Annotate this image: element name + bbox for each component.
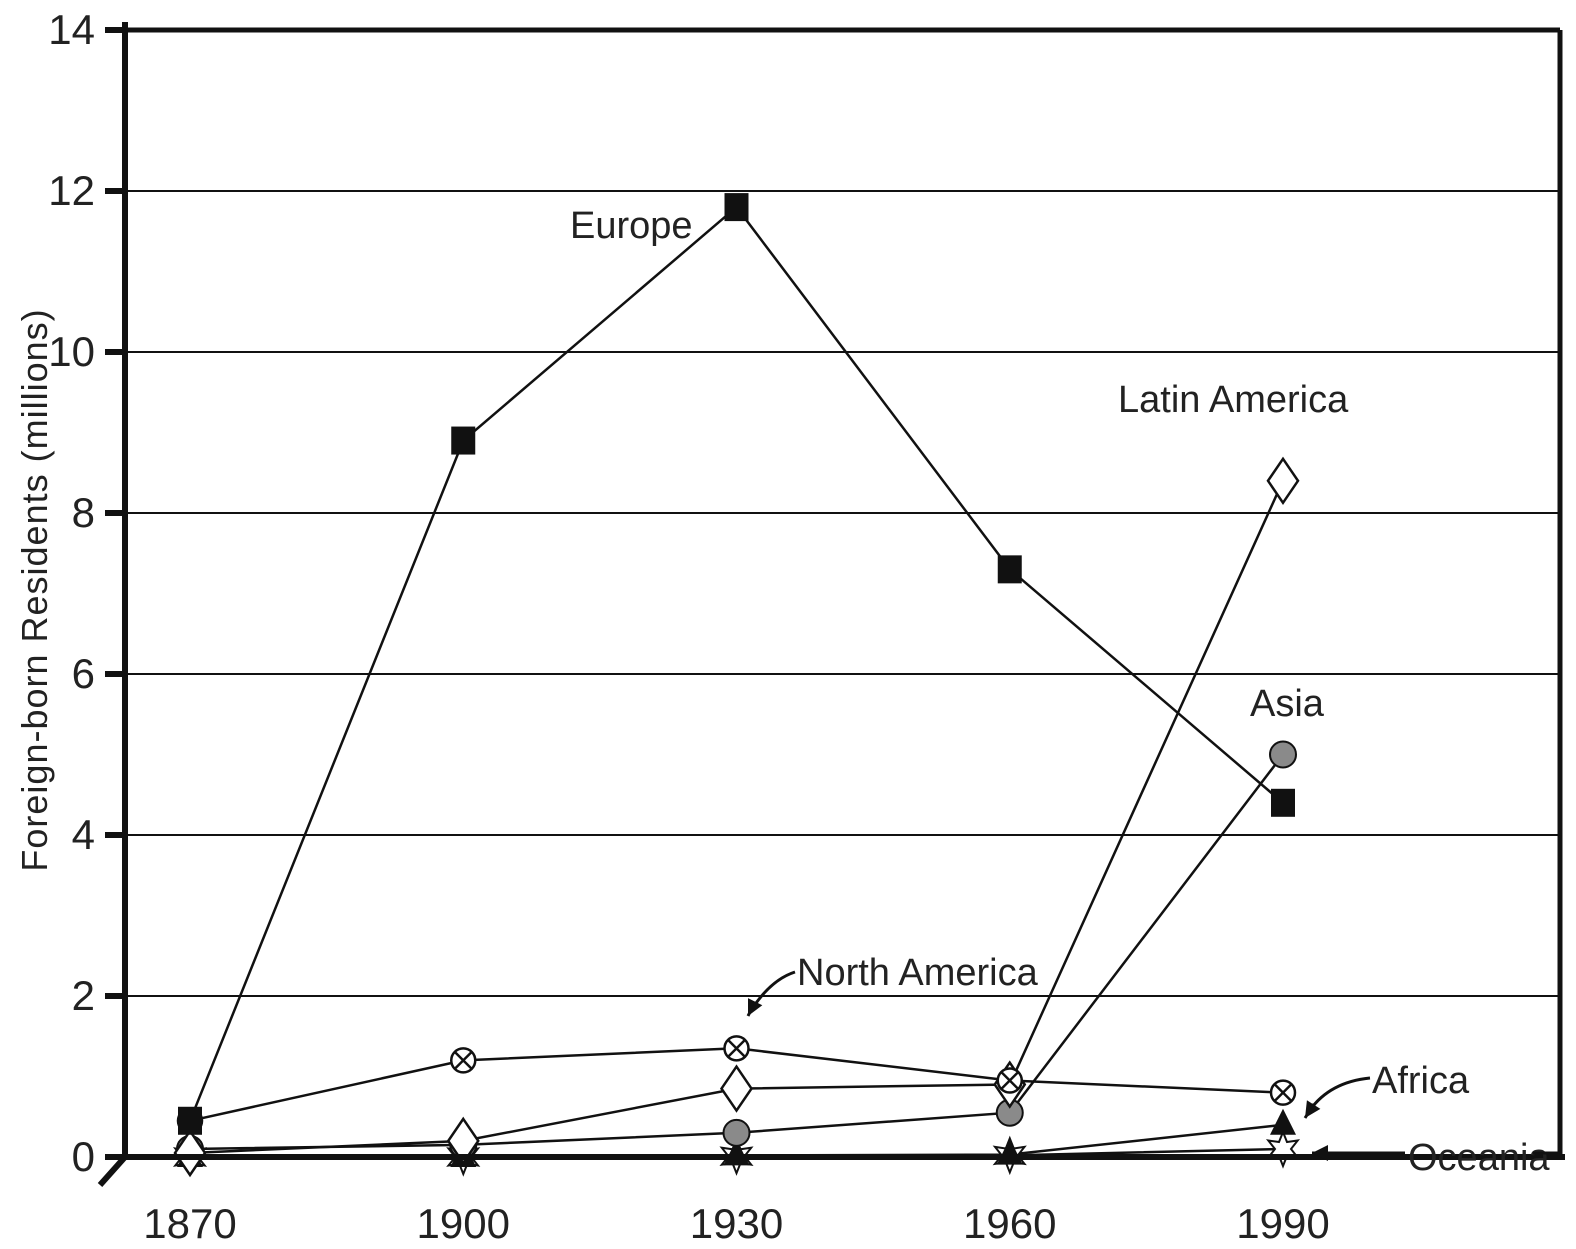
x-tick-label: 1870 <box>143 1200 236 1247</box>
point-asia-1990 <box>1269 740 1297 769</box>
point-latin-america-1930 <box>719 1064 754 1113</box>
y-tick-label: 2 <box>72 972 95 1019</box>
point-latin-america-1900 <box>446 1116 480 1166</box>
series-lines <box>188 205 1285 1159</box>
point-africa-1990 <box>1270 1108 1296 1135</box>
x-stroke <box>727 1039 746 1058</box>
y-tick-label: 12 <box>48 167 95 214</box>
series-label-europe: Europe <box>570 205 693 247</box>
star-marker <box>1265 1129 1301 1169</box>
arrow-north-america <box>746 998 763 1017</box>
series-label-asia: Asia <box>1250 683 1325 725</box>
series-labels: Europe North America Latin America Asia Afri… <box>570 205 1560 1179</box>
square-marker <box>178 1106 202 1135</box>
arrow-head <box>1312 1145 1328 1161</box>
y-tick-label: 0 <box>72 1133 95 1180</box>
point-oceania-1990 <box>1265 1129 1301 1169</box>
point-europe-1990 <box>1271 788 1295 817</box>
point-north-america-1900 <box>450 1047 477 1074</box>
callout-africa <box>1308 1076 1371 1111</box>
series-label-africa: Africa <box>1372 1060 1470 1102</box>
triangle-marker <box>1270 1108 1296 1135</box>
diamond-marker <box>1266 456 1300 506</box>
gray-circle-marker <box>722 1118 751 1147</box>
x-stroke <box>1274 1083 1292 1102</box>
arrow-head <box>1305 1100 1321 1118</box>
point-europe-1870 <box>178 1106 202 1135</box>
square-marker <box>451 426 476 455</box>
gridlines <box>125 190 1560 997</box>
x-tick-label: 1990 <box>1236 1200 1329 1247</box>
point-north-america-1960 <box>996 1067 1023 1094</box>
series-label-latin-america: Latin America <box>1118 379 1349 421</box>
y-tick-label: 10 <box>48 328 95 375</box>
series-markers <box>172 193 1301 1178</box>
gray-circle-marker <box>1269 740 1297 769</box>
point-latin-america-1990 <box>1266 456 1300 506</box>
diamond-marker <box>446 1116 480 1166</box>
arrow-africa <box>1303 1100 1321 1119</box>
square-marker <box>997 555 1022 584</box>
y-tick-label: 14 <box>48 6 95 53</box>
x-axis-corner <box>97 1155 128 1187</box>
point-asia-1930 <box>722 1118 751 1147</box>
series-line-europe <box>188 205 1284 1122</box>
square-marker <box>1271 788 1295 817</box>
arrow-oceania <box>1312 1145 1405 1161</box>
point-europe-1960 <box>997 555 1022 584</box>
point-latin-america-1870 <box>173 1128 207 1178</box>
tick-labels: 0 2 4 6 8 10 12 14 1870 1900 1930 1960 1990 <box>48 6 1329 1247</box>
point-north-america-1930 <box>723 1035 750 1062</box>
x-stroke <box>454 1051 473 1070</box>
x-tick-label: 1930 <box>690 1200 783 1247</box>
x-tick-label: 1900 <box>417 1200 510 1247</box>
point-europe-1900 <box>451 426 476 455</box>
y-tick-label: 4 <box>72 811 95 858</box>
y-tick-label: 8 <box>72 489 95 536</box>
x-tick-label: 1960 <box>963 1200 1056 1247</box>
point-europe-1930 <box>724 193 749 222</box>
point-north-america-1990 <box>1269 1079 1297 1106</box>
y-axis-title: Foreign-born Residents (millions) <box>14 308 55 871</box>
series-label-north-america: North America <box>797 952 1039 994</box>
square-marker <box>724 193 749 222</box>
x-stroke <box>1000 1071 1019 1090</box>
series-label-oceania: Oceania <box>1408 1137 1550 1179</box>
y-tick-label: 6 <box>72 650 95 697</box>
plot-frame <box>97 22 1565 1187</box>
diamond-marker <box>173 1128 207 1178</box>
diamond-marker <box>719 1064 754 1113</box>
arrow-head <box>748 998 763 1016</box>
